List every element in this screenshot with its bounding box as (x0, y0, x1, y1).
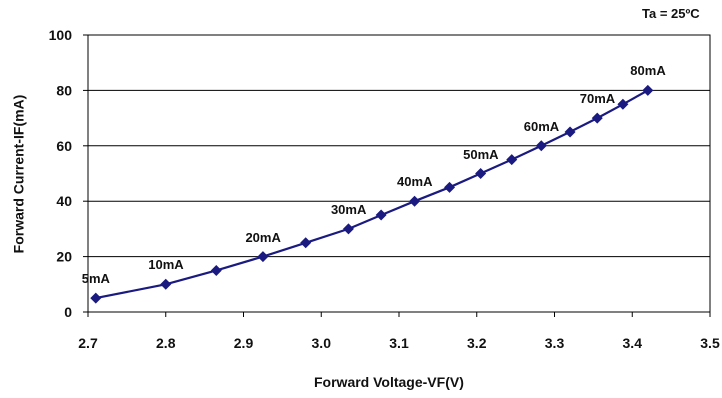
data-point (342, 223, 354, 235)
y-tick-label: 100 (49, 27, 73, 43)
y-tick-label: 0 (64, 304, 72, 320)
data-point (475, 168, 487, 179)
point-annotation: 40mA (397, 174, 433, 190)
point-annotation: 50mA (463, 146, 499, 162)
point-annotation: 70mA (579, 91, 616, 107)
point-annotation: 60mA (523, 118, 560, 134)
x-tick-label: 2.7 (78, 335, 98, 351)
series-line (95, 89, 649, 300)
data-point (591, 112, 603, 124)
point-annotation: 10mA (148, 257, 184, 273)
point-annotation: 30mA (330, 201, 367, 217)
data-point (300, 237, 312, 249)
data-point (257, 251, 269, 263)
data-point (210, 264, 222, 276)
y-axis-title: Forward Current-IF(mA) (9, 94, 26, 253)
y-tick-label: 80 (56, 82, 72, 98)
data-point (535, 140, 547, 152)
y-tick-label: 60 (56, 138, 72, 154)
x-tick-label: 3.5 (700, 335, 720, 351)
point-annotation: 80mA (630, 63, 666, 79)
x-tick-label: 3.2 (467, 335, 487, 351)
data-point (375, 209, 387, 221)
data-point (506, 154, 518, 166)
x-tick-label: 3.4 (623, 335, 643, 351)
y-tick-label: 20 (56, 249, 72, 265)
x-tick-label: 2.9 (234, 335, 254, 351)
y-tick-label: 40 (56, 193, 72, 209)
x-tick-label: 3.0 (312, 335, 332, 351)
x-tick-label: 3.3 (545, 335, 565, 351)
data-point (617, 98, 629, 110)
data-point (409, 195, 421, 207)
x-axis-title: Forward Voltage-VF(V) (314, 374, 464, 390)
data-point (160, 278, 172, 290)
data-point (444, 181, 456, 193)
point-annotation: 5mA (81, 271, 110, 287)
data-point (564, 126, 576, 138)
data-point (642, 84, 654, 96)
x-tick-label: 2.8 (156, 335, 176, 351)
plot-area (87, 34, 711, 313)
point-annotation: 20mA (245, 229, 281, 245)
condition-label: Ta = 25ºC (642, 6, 700, 21)
x-tick-label: 3.1 (389, 335, 409, 351)
data-point (90, 292, 102, 304)
